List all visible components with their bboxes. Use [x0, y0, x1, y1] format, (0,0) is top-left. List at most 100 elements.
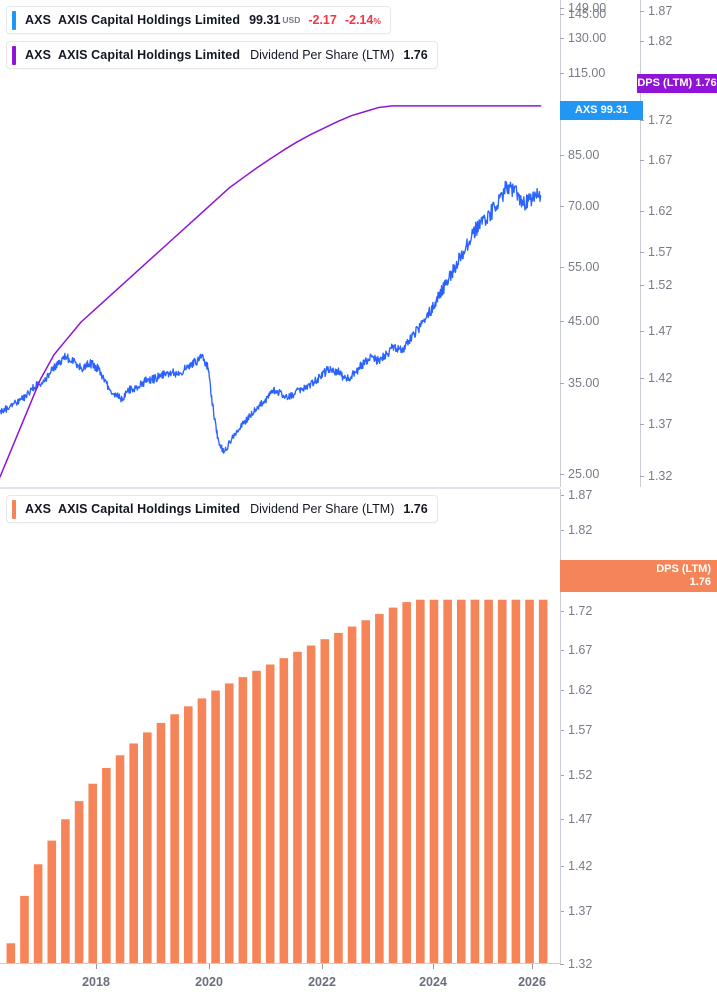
dividend-bar[interactable] [306, 645, 316, 963]
dividend-bar[interactable] [211, 690, 220, 963]
dividend-bar[interactable] [102, 767, 111, 963]
dividend-bar[interactable] [538, 599, 548, 963]
dividend-bar[interactable] [388, 607, 398, 963]
legend-change-percent: -2.14% [344, 13, 381, 27]
dividend-bar[interactable] [279, 658, 289, 963]
dividend-overlay-scale-label: 1.82 [648, 34, 673, 48]
time-scale-label: 2024 [419, 975, 447, 989]
dividend-bar[interactable] [320, 639, 330, 963]
dividend-bar[interactable] [361, 620, 371, 963]
time-scale-label: 2020 [195, 975, 223, 989]
dividend-pane-scale-tick [560, 819, 564, 820]
dividend-bar-plot [6, 599, 548, 963]
dividend-bar[interactable] [293, 651, 302, 963]
dividend-overlay-badge[interactable]: DPS (LTM) 1.76 [637, 74, 717, 93]
dividend-bar[interactable] [156, 722, 166, 963]
dividend-overlay-badge-value: 1.76 [695, 77, 717, 89]
dividend-bar[interactable] [6, 943, 16, 963]
time-scale-label: 2022 [308, 975, 336, 989]
time-scale[interactable]: 2018 2020 2022 2024 2026 [0, 963, 560, 1005]
dividend-overlay-scale-tick [640, 160, 644, 161]
dividend-bar[interactable] [375, 613, 384, 963]
dividend-overlay-badge-label: DPS (LTM) [637, 77, 693, 89]
time-scale-label: 2018 [82, 975, 110, 989]
dividend-bar[interactable] [334, 632, 343, 963]
dividend-pane-scale-label: 1.37 [568, 904, 593, 918]
price-pane[interactable] [0, 0, 560, 487]
dividend-pane-scale-tick [560, 964, 564, 965]
dividend-bar[interactable] [402, 602, 411, 963]
dividend-bar[interactable] [252, 670, 261, 963]
dividend-pane-scale-tick [560, 611, 564, 612]
dividend-pane-badge-label: DPS (LTM) [656, 563, 711, 575]
dividend-bar[interactable] [197, 698, 207, 963]
dividend-pane-badge[interactable]: DPS (LTM) 1.76 [560, 560, 717, 592]
dividend-bar[interactable] [525, 599, 534, 963]
legend-company-name-price: AXIS Capital Holdings Limited [58, 13, 241, 27]
legend-company-name-dividend-pane: AXIS Capital Holdings Limited [58, 502, 241, 516]
dividend-pane-scale-line [560, 489, 561, 964]
legend-ticker-price: AXS [25, 13, 52, 27]
dividend-pane-scale-label: 1.87 [568, 488, 593, 502]
dividend-pane-scale-label: 1.62 [568, 683, 593, 697]
dividend-overlay-scale-tick [640, 331, 644, 332]
dividend-bar[interactable] [416, 599, 425, 963]
dividend-pane[interactable] [0, 489, 560, 963]
legend-color-swatch-price [12, 10, 16, 30]
price-scale-label: 70.00 [568, 199, 600, 213]
dividend-pane-scale-tick [560, 911, 564, 912]
legend-color-swatch-dividend-overlay [12, 45, 16, 65]
dividend-bar[interactable] [33, 864, 43, 963]
dividend-bar[interactable] [61, 819, 70, 963]
legend-study-name-pane: Dividend Per Share (LTM) [250, 502, 395, 516]
dividend-bar[interactable] [143, 732, 152, 963]
dividend-bar[interactable] [497, 599, 507, 963]
legend-dividend-pane[interactable]: AXS AXIS Capital Holdings Limited Divide… [6, 495, 438, 523]
dividend-bar[interactable] [74, 801, 84, 963]
price-scale-line [560, 0, 561, 487]
dividend-overlay-scale-label: 1.37 [648, 417, 673, 431]
dividend-pane-scale-tick [560, 530, 564, 531]
dividend-bar[interactable] [484, 599, 493, 963]
dividend-bar[interactable] [265, 664, 275, 963]
dividend-bar[interactable] [429, 599, 439, 963]
price-scale-label: 145.00 [568, 7, 607, 21]
dividend-bar[interactable] [224, 683, 234, 963]
price-badge[interactable]: AXS 99.31 [560, 101, 643, 120]
price-plot [0, 105, 542, 478]
dividend-bar[interactable] [443, 599, 452, 963]
dividend-overlay-scale-label: 1.52 [648, 278, 673, 292]
price-badge-label: AXS [574, 104, 598, 116]
legend-dividend-overlay[interactable]: AXS AXIS Capital Holdings Limited Divide… [6, 41, 438, 69]
dividend-bar[interactable] [347, 626, 357, 963]
dividend-overlay-scale-label: 1.57 [648, 245, 673, 259]
dividend-overlay-scale-tick [640, 252, 644, 253]
dividend-bar[interactable] [456, 599, 466, 963]
dividend-bar[interactable] [183, 706, 193, 963]
dividend-bar[interactable] [238, 677, 248, 963]
dividend-scale[interactable]: 1.871.821.771.721.671.621.571.521.471.42… [640, 0, 717, 1005]
dividend-bar[interactable] [47, 840, 57, 963]
dividend-bar[interactable] [20, 895, 29, 963]
price-scale-tick [560, 474, 564, 475]
price-scale-label: 45.00 [568, 314, 600, 328]
pane-divider [0, 487, 560, 489]
dividend-overlay-scale-label: 1.62 [648, 204, 673, 218]
legend-last-price: 99.31 [249, 13, 281, 27]
dividend-bar[interactable] [470, 599, 480, 963]
price-scale-label: 55.00 [568, 260, 600, 274]
dividend-overlay-scale-tick [640, 424, 644, 425]
dividend-bar[interactable] [88, 783, 98, 963]
dividend-bar[interactable] [129, 743, 138, 963]
legend-price-series[interactable]: AXS AXIS Capital Holdings Limited 99.31 … [6, 6, 391, 34]
price-scale-tick [560, 383, 564, 384]
dividend-bar[interactable] [115, 755, 125, 963]
dividend-pane-scale-label: 1.72 [568, 604, 593, 618]
legend-company-name-dividend-overlay: AXIS Capital Holdings Limited [58, 48, 241, 62]
dividend-bar[interactable] [170, 714, 179, 963]
dividend-pane-scale-tick [560, 650, 564, 651]
price-scale[interactable]: 149.00145.00130.00115.00100.0085.0070.00… [560, 0, 640, 1005]
dividend-bar[interactable] [511, 599, 521, 963]
price-scale-label: 115.00 [568, 66, 606, 80]
